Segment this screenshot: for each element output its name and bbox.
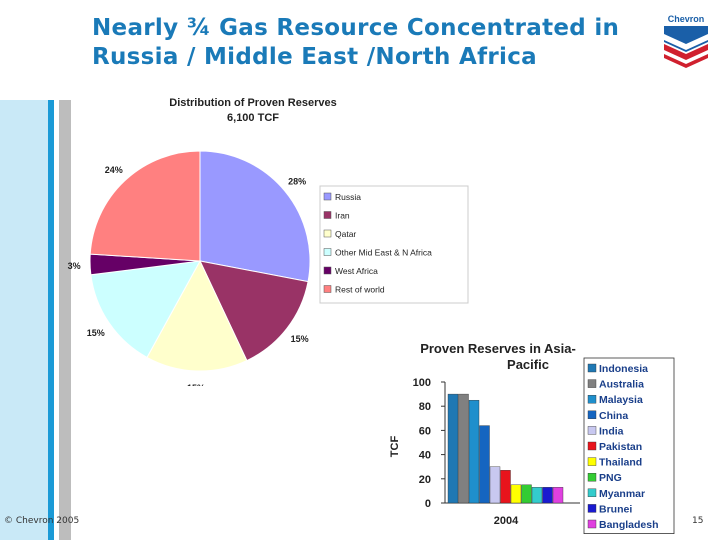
bar-x-category-label: 2004 xyxy=(494,515,519,527)
bar-legend-swatch-0 xyxy=(587,363,597,373)
bar-malaysia xyxy=(468,399,480,504)
bar-legend-swatch-8 xyxy=(587,488,597,498)
pie-legend-swatch-0 xyxy=(323,192,332,201)
bar-legend-swatch-4 xyxy=(587,426,597,435)
pie-legend-swatch-2 xyxy=(323,229,332,238)
bar-bangladesh xyxy=(552,487,564,504)
bar-legend-label-4: India xyxy=(599,425,624,437)
pie-slice-5 xyxy=(89,150,201,262)
pie-slice-label-2: 15% xyxy=(187,383,205,386)
pie-legend-label-0: Russia xyxy=(335,192,361,202)
bar-y-tick-3: 60 xyxy=(419,425,431,437)
bar-legend-label-0: Indonesia xyxy=(599,363,648,375)
bar-australia xyxy=(458,393,469,504)
bar-chart-title-line2: Pacific xyxy=(507,357,549,372)
bar-chart-title-line1: Proven Reserves in Asia- xyxy=(420,341,576,356)
bar-thailand xyxy=(510,484,522,504)
left-accent-bar xyxy=(48,100,54,540)
bar-legend-label-8: Myanmar xyxy=(599,488,645,500)
bar-legend-label-10: Bangladesh xyxy=(599,519,659,531)
bar-china xyxy=(479,425,490,504)
left-decorative-strip xyxy=(0,100,48,540)
copyright-text: © Chevron 2005 xyxy=(4,516,80,526)
pie-slice-label-3: 15% xyxy=(87,328,105,338)
pie-legend-swatch-5 xyxy=(323,285,332,293)
bar-pakistan xyxy=(500,470,511,504)
bar-y-tick-1: 20 xyxy=(419,474,431,486)
bar-png xyxy=(521,484,532,504)
bar-y-tick-2: 40 xyxy=(419,450,431,462)
page-number: 15 xyxy=(692,516,704,526)
pie-legend-box xyxy=(319,185,469,304)
pie-slice-label-5: 24% xyxy=(105,165,123,175)
bar-legend-label-7: PNG xyxy=(599,472,622,484)
pie-legend-label-2: Qatar xyxy=(335,229,356,239)
pie-legend-label-3: Other Mid East & N Africa xyxy=(335,248,432,258)
pie-legend-swatch-1 xyxy=(323,211,332,219)
bar-legend-label-2: Malaysia xyxy=(599,394,643,406)
bar-y-tick-4: 80 xyxy=(419,401,431,413)
logo-text: Chevron xyxy=(668,14,705,24)
bar-legend-label-9: Brunei xyxy=(599,503,632,515)
pie-chart-title: Distribution of Proven Reserves xyxy=(169,97,337,109)
chevron-logo: Chevron xyxy=(664,14,708,68)
left-gray-bar xyxy=(59,100,71,540)
bar-india xyxy=(489,466,501,504)
pie-slice-label-1: 15% xyxy=(291,334,309,344)
pie-chart: Distribution of Proven Reserves 6,100 TC… xyxy=(68,97,469,386)
pie-legend-swatch-4 xyxy=(323,266,332,275)
pie-legend-label-1: Iran xyxy=(335,211,350,221)
bar-legend-label-5: Pakistan xyxy=(599,441,642,453)
bar-legend-label-3: China xyxy=(599,410,628,422)
bar-legend-box xyxy=(583,357,675,535)
bar-legend-label-6: Thailand xyxy=(599,457,642,469)
pie-legend-swatch-3 xyxy=(323,248,332,256)
pie-slice-0 xyxy=(199,150,311,283)
bar-legend-label-1: Australia xyxy=(599,379,644,391)
bar-brunei xyxy=(542,487,553,504)
pie-slice-1 xyxy=(199,260,309,362)
bar-legend-swatch-3 xyxy=(587,410,597,420)
bar-y-tick-5: 100 xyxy=(413,377,431,389)
bar-myanmar xyxy=(531,487,543,504)
pie-slice-3 xyxy=(90,260,201,359)
pie-slice-2 xyxy=(146,259,248,372)
bar-legend-swatch-2 xyxy=(587,394,597,404)
pie-chart-subtitle: 6,100 TCF xyxy=(227,112,279,124)
bar-legend-swatch-10 xyxy=(587,519,597,529)
pie-slice-label-0: 28% xyxy=(288,177,306,187)
pie-legend-label-4: West Africa xyxy=(335,266,378,276)
bar-chart: Proven Reserves in Asia-Pacific 0 20 40 60 8… xyxy=(389,341,675,535)
pie-legend-label-5: Rest of world xyxy=(335,285,385,295)
bar-legend-swatch-5 xyxy=(587,441,597,451)
bar-indonesia xyxy=(447,393,459,504)
bar-y-axis-label: TCF xyxy=(389,436,401,458)
pie-slice-label-4: 3% xyxy=(68,261,81,271)
bar-legend-swatch-6 xyxy=(587,457,597,466)
bar-y-tick-0: 0 xyxy=(425,498,431,510)
bar-legend-swatch-1 xyxy=(587,379,597,388)
bar-legend-swatch-7 xyxy=(587,472,597,482)
slide-title: Nearly ¾ Gas Resource Concentrated in Ru… xyxy=(92,15,620,70)
bar-legend-swatch-9 xyxy=(587,504,597,513)
